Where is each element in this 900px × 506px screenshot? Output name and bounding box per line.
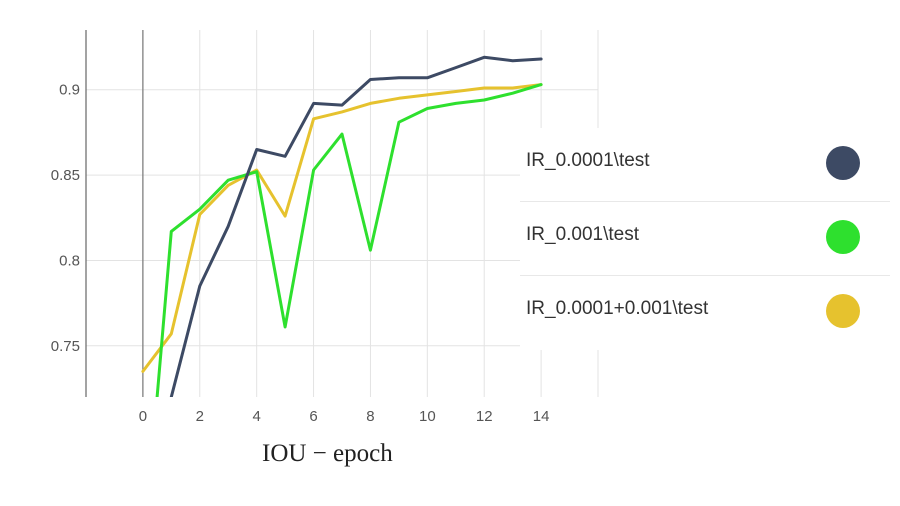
x-tick-label: 6 <box>309 408 317 425</box>
legend-swatch-dot <box>826 146 860 180</box>
legend-divider <box>520 201 890 202</box>
legend-label: IR_0.0001+0.001\test <box>526 298 709 319</box>
y-tick-label: 0.9 <box>59 82 80 99</box>
x-tick-label: 12 <box>476 408 493 425</box>
grid <box>85 30 599 397</box>
x-tick-label: 0 <box>139 408 147 425</box>
chart-caption: IOU − epoch <box>262 440 393 467</box>
tick-labels: 0.75 0.8 0.85 0.9 0 2 4 6 8 10 12 14 <box>51 82 550 425</box>
series-line-0 <box>169 55 543 397</box>
legend-label: IR_0.001\test <box>526 224 640 245</box>
legend-swatch-dot <box>826 294 860 328</box>
legend-item-lr-0.001[interactable]: IR_0.001\test <box>520 202 890 276</box>
x-tick-label: 10 <box>419 408 436 425</box>
y-tick-label: 0.85 <box>51 167 80 184</box>
x-tick-label: 14 <box>533 408 550 425</box>
x-tick-label: 8 <box>366 408 374 425</box>
legend: IR_0.0001\test IR_0.001\test IR_0.0001+0… <box>520 128 890 350</box>
series-line-1 <box>155 83 543 397</box>
x-tick-label: 4 <box>252 408 260 425</box>
legend-item-lr-0.0001[interactable]: IR_0.0001\test <box>520 128 890 202</box>
y-tick-label: 0.8 <box>59 252 80 269</box>
x-tick-label: 2 <box>196 408 204 425</box>
legend-divider <box>520 275 890 276</box>
legend-item-lr-combined[interactable]: IR_0.0001+0.001\test <box>520 276 890 350</box>
y-tick-label: 0.75 <box>51 338 80 355</box>
series-line-2 <box>141 83 543 373</box>
axes <box>85 30 144 397</box>
legend-swatch-dot <box>826 220 860 254</box>
series-lines <box>141 55 543 397</box>
legend-label: IR_0.0001\test <box>526 150 650 171</box>
